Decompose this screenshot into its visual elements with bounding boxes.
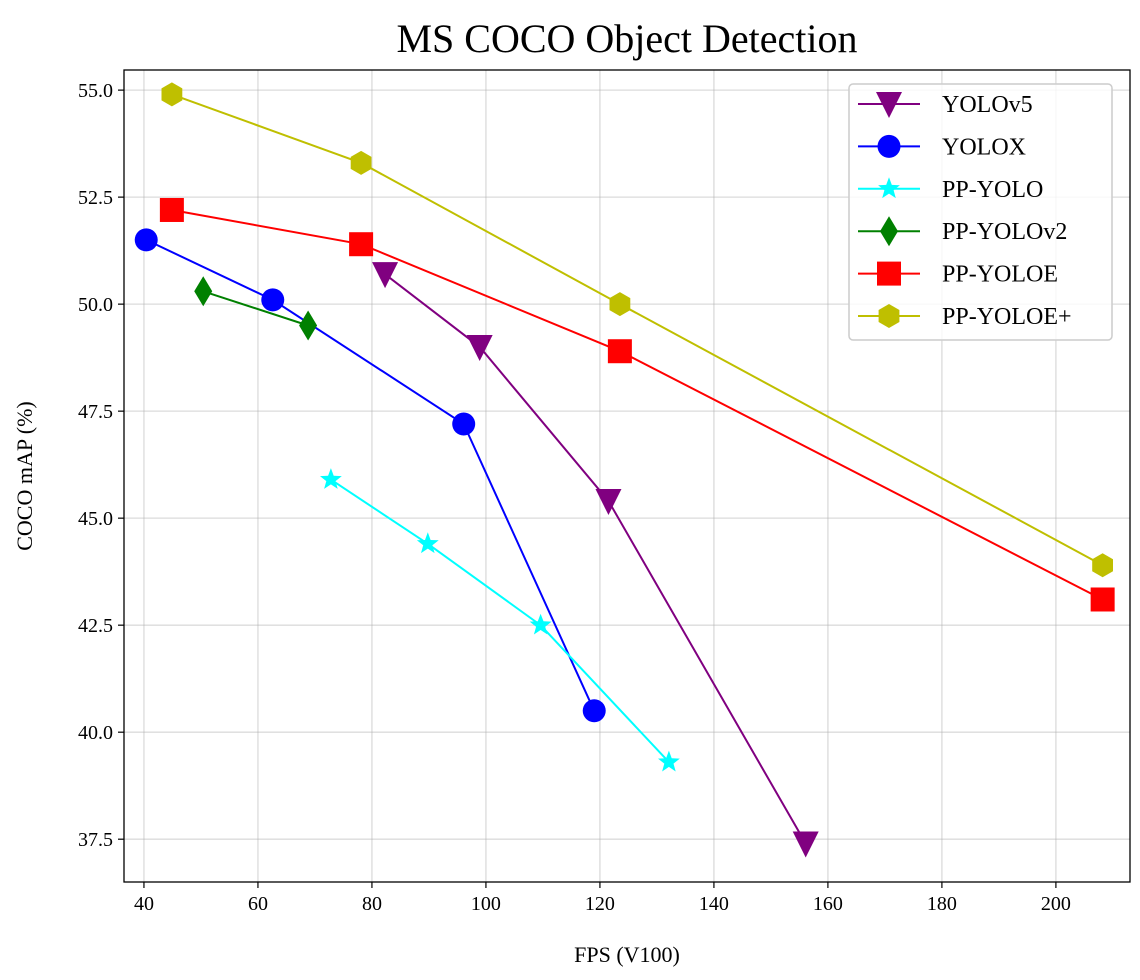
series-line xyxy=(171,209,1104,601)
x-axis-label: FPS (V100) xyxy=(574,942,680,967)
hexagon-marker xyxy=(1092,553,1113,578)
legend-entry: PP-YOLO xyxy=(858,177,1043,203)
ticks: 40 60 80 100 120 140 160 180 200 37.5 40.0 42.5 45.0… xyxy=(78,80,1071,915)
grid xyxy=(124,70,1130,882)
x-tick-label: 40 xyxy=(134,893,154,915)
x-tick-label: 180 xyxy=(927,893,957,915)
circle-marker xyxy=(582,699,606,723)
hexagon-marker xyxy=(878,304,900,328)
series-line xyxy=(384,273,807,844)
x-tick-label: 80 xyxy=(362,893,382,915)
plot-frame xyxy=(123,69,1131,883)
legend-entry: PP-YOLOE+ xyxy=(858,304,1072,330)
diamond-marker xyxy=(880,216,898,247)
legend-label: YOLOv5 xyxy=(942,92,1033,118)
hexagon-marker xyxy=(609,292,631,317)
star-marker xyxy=(529,613,552,635)
triangle-down-marker xyxy=(595,489,622,516)
x-tick-label: 160 xyxy=(813,893,843,915)
chart-title: MS COCO Object Detection xyxy=(396,16,857,61)
triangle-down-marker xyxy=(792,831,819,858)
hexagon-marker xyxy=(161,82,183,107)
legend-label: PP-YOLO xyxy=(942,177,1043,203)
x-tick-label: 60 xyxy=(248,893,268,915)
series-layer xyxy=(134,82,1115,858)
square-marker xyxy=(349,232,374,257)
x-tick-label: 200 xyxy=(1041,893,1071,915)
y-axis-label: COCO mAP (%) xyxy=(12,401,37,551)
y-tick-label: 40.0 xyxy=(78,722,113,744)
square-marker xyxy=(877,261,901,286)
y-tick-label: 42.5 xyxy=(78,615,113,637)
series-pp-yoloe xyxy=(159,197,1115,612)
circle-marker xyxy=(134,228,158,252)
diamond-marker xyxy=(299,310,318,341)
legend-box xyxy=(848,83,1113,341)
series-yolov5 xyxy=(372,262,819,858)
square-marker xyxy=(1090,587,1115,612)
legend-label: YOLOX xyxy=(942,134,1026,160)
legend-entry: YOLOX xyxy=(858,134,1026,160)
legend-label: PP-YOLOE+ xyxy=(942,304,1072,330)
diamond-marker xyxy=(194,276,213,307)
y-tick-label: 45.0 xyxy=(78,508,113,530)
series-line xyxy=(330,478,670,763)
y-tick-label: 52.5 xyxy=(78,187,113,209)
y-tick-label: 37.5 xyxy=(78,829,113,851)
legend-label: PP-YOLOE xyxy=(942,262,1058,288)
triangle-down-marker xyxy=(372,262,399,289)
series-line xyxy=(171,93,1104,567)
legend: YOLOv5 YOLOX PP-YOLO PP-YOLOv2 PP-YOLOE PP-YO… xyxy=(848,83,1113,341)
series-line xyxy=(202,290,309,327)
legend-entry: PP-YOLOE xyxy=(858,261,1058,288)
circle-marker xyxy=(261,288,285,312)
y-tick-label: 47.5 xyxy=(78,401,113,423)
x-tick-label: 140 xyxy=(699,893,729,915)
star-marker xyxy=(878,177,900,199)
star-marker xyxy=(658,750,680,772)
x-tick-label: 100 xyxy=(471,893,501,915)
hexagon-marker xyxy=(350,150,372,175)
star-marker xyxy=(320,468,342,489)
y-tick-label: 55.0 xyxy=(78,80,113,102)
legend-label: PP-YOLOv2 xyxy=(942,219,1067,245)
series-yolox xyxy=(134,228,606,723)
square-marker xyxy=(607,339,632,364)
series-pp-yoloe- xyxy=(161,82,1113,578)
x-tick-label: 120 xyxy=(585,893,615,915)
series-pp-yolo xyxy=(320,468,680,772)
y-tick-label: 50.0 xyxy=(78,294,113,316)
square-marker xyxy=(159,197,184,222)
legend-entry: YOLOv5 xyxy=(858,92,1033,118)
legend-entry: PP-YOLOv2 xyxy=(858,216,1067,247)
triangle-down-marker xyxy=(466,334,493,361)
triangle-down-marker xyxy=(876,92,902,118)
star-marker xyxy=(416,532,439,554)
series-pp-yolov2 xyxy=(194,276,318,341)
circle-marker xyxy=(452,412,476,436)
series-line xyxy=(145,238,596,712)
circle-marker xyxy=(877,134,901,158)
